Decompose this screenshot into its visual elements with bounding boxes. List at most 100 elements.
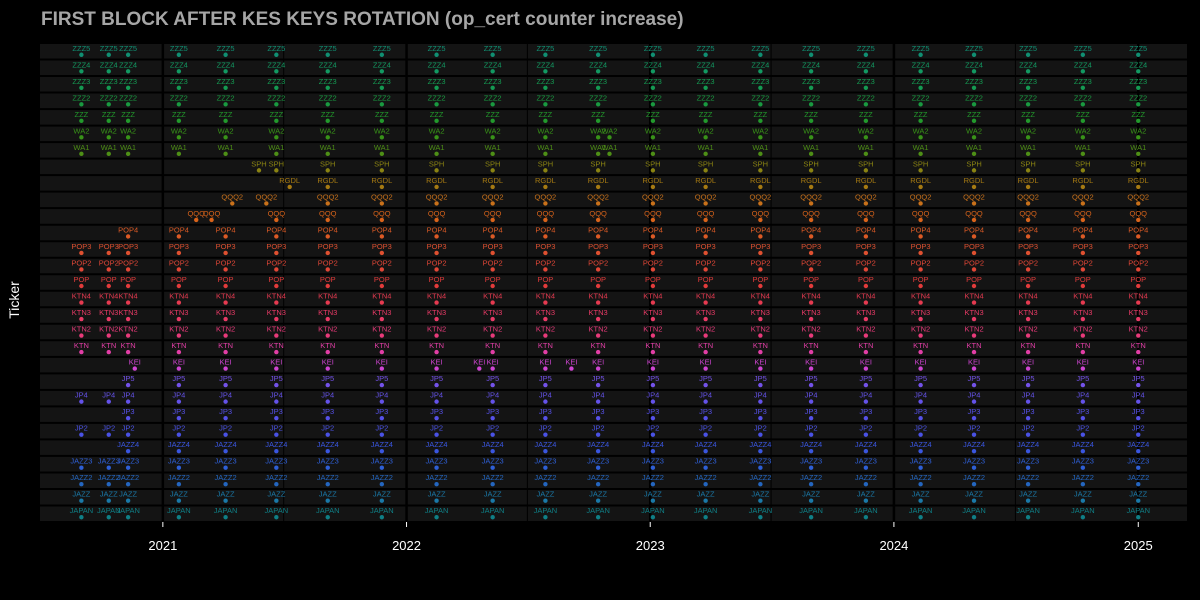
data-point (176, 382, 182, 388)
data-point (125, 250, 131, 256)
data-point (595, 316, 601, 322)
data-point (125, 118, 131, 124)
point-label: KTN3 (372, 308, 391, 317)
data-point (223, 448, 228, 454)
point-label: JAPAN (909, 506, 933, 515)
point-label: WA2 (1075, 126, 1091, 135)
data-point (434, 366, 439, 371)
data-point (490, 85, 495, 90)
point-label: JAZZ3 (800, 457, 822, 466)
point-label: KTN2 (802, 325, 821, 334)
data-point (434, 135, 439, 140)
data-point (176, 448, 182, 454)
data-point (490, 448, 495, 454)
point-label: SPH (913, 159, 928, 168)
point-label: KTN3 (1019, 308, 1038, 317)
data-point (274, 102, 279, 107)
point-label: JP5 (219, 374, 232, 383)
data-point (703, 333, 708, 338)
plot-panel (40, 43, 1187, 522)
point-label: JP3 (219, 407, 232, 416)
point-label: ZZZ3 (965, 77, 983, 86)
data-point (971, 52, 977, 57)
point-label: ZZZ5 (100, 44, 118, 53)
point-label: KTN (269, 341, 284, 350)
point-label: ZZZ5 (802, 44, 820, 53)
data-point (1025, 118, 1031, 124)
data-point (106, 300, 111, 305)
point-label: POP (171, 275, 187, 284)
point-label: ZZZ3 (536, 77, 554, 86)
point-label: ZZZ3 (802, 77, 820, 86)
data-point (125, 85, 131, 90)
point-label: WA2 (268, 126, 284, 135)
data-point (703, 201, 708, 206)
data-point (434, 399, 439, 404)
chart-title: FIRST BLOCK AFTER KES KEYS ROTATION (op_… (41, 9, 684, 30)
point-label: POP4 (588, 225, 608, 234)
data-point (863, 217, 869, 223)
data-point (650, 52, 656, 57)
point-label: WA2 (537, 126, 553, 135)
point-label: KEI (915, 358, 927, 367)
data-point (543, 69, 548, 74)
point-label: ZZZ4 (1074, 60, 1092, 69)
data-point (1080, 300, 1086, 305)
point-label: ZZZ2 (1129, 93, 1147, 102)
data-point (79, 85, 84, 90)
point-label: JP2 (699, 424, 712, 433)
data-point (194, 217, 199, 223)
data-point (490, 168, 495, 173)
data-point (274, 465, 279, 470)
point-label: ZZZ2 (170, 93, 188, 102)
point-label: JP2 (646, 424, 659, 433)
data-point (434, 52, 439, 57)
point-label: POP2 (856, 258, 876, 267)
point-label: SPH (858, 159, 873, 168)
data-point (1136, 250, 1141, 256)
point-label: ZZZ3 (751, 77, 769, 86)
data-point (650, 85, 656, 90)
data-point (434, 118, 439, 124)
data-point (223, 465, 228, 470)
data-point (650, 168, 656, 173)
data-point (703, 349, 708, 355)
point-label: JAZZ (170, 490, 188, 499)
data-point (490, 184, 495, 190)
point-label: WA1 (485, 143, 501, 152)
data-point (274, 482, 279, 487)
data-point (274, 283, 279, 289)
data-point (223, 283, 228, 289)
point-label: ZZZ3 (697, 77, 715, 86)
data-point (434, 448, 439, 454)
data-point (808, 333, 814, 338)
data-point (808, 432, 814, 437)
point-label: JAPAN (214, 506, 238, 515)
point-label: WA2 (590, 126, 606, 135)
point-label: JP5 (486, 374, 499, 383)
point-label: POP2 (427, 258, 447, 267)
point-label: POP4 (696, 225, 716, 234)
data-point (918, 69, 923, 74)
point-label: WA2 (858, 126, 874, 135)
point-label: KTN2 (99, 325, 118, 334)
data-point (325, 316, 330, 322)
data-point (918, 349, 923, 355)
point-label: WA2 (698, 126, 714, 135)
data-point (325, 415, 330, 421)
data-point (379, 482, 385, 487)
data-point (1136, 151, 1141, 157)
point-label: ZZZ2 (119, 93, 137, 102)
point-label: JAZZ4 (1127, 440, 1149, 449)
point-label: WA2 (645, 126, 661, 135)
point-label: POP4 (266, 225, 286, 234)
data-point (758, 217, 763, 223)
point-label: SPH (429, 159, 444, 168)
point-label: WA1 (1075, 143, 1091, 152)
point-label: POP (698, 275, 714, 284)
data-point (325, 85, 330, 90)
data-point (918, 333, 923, 338)
data-point (543, 118, 548, 124)
data-point (543, 465, 548, 470)
point-label: JP2 (430, 424, 443, 433)
